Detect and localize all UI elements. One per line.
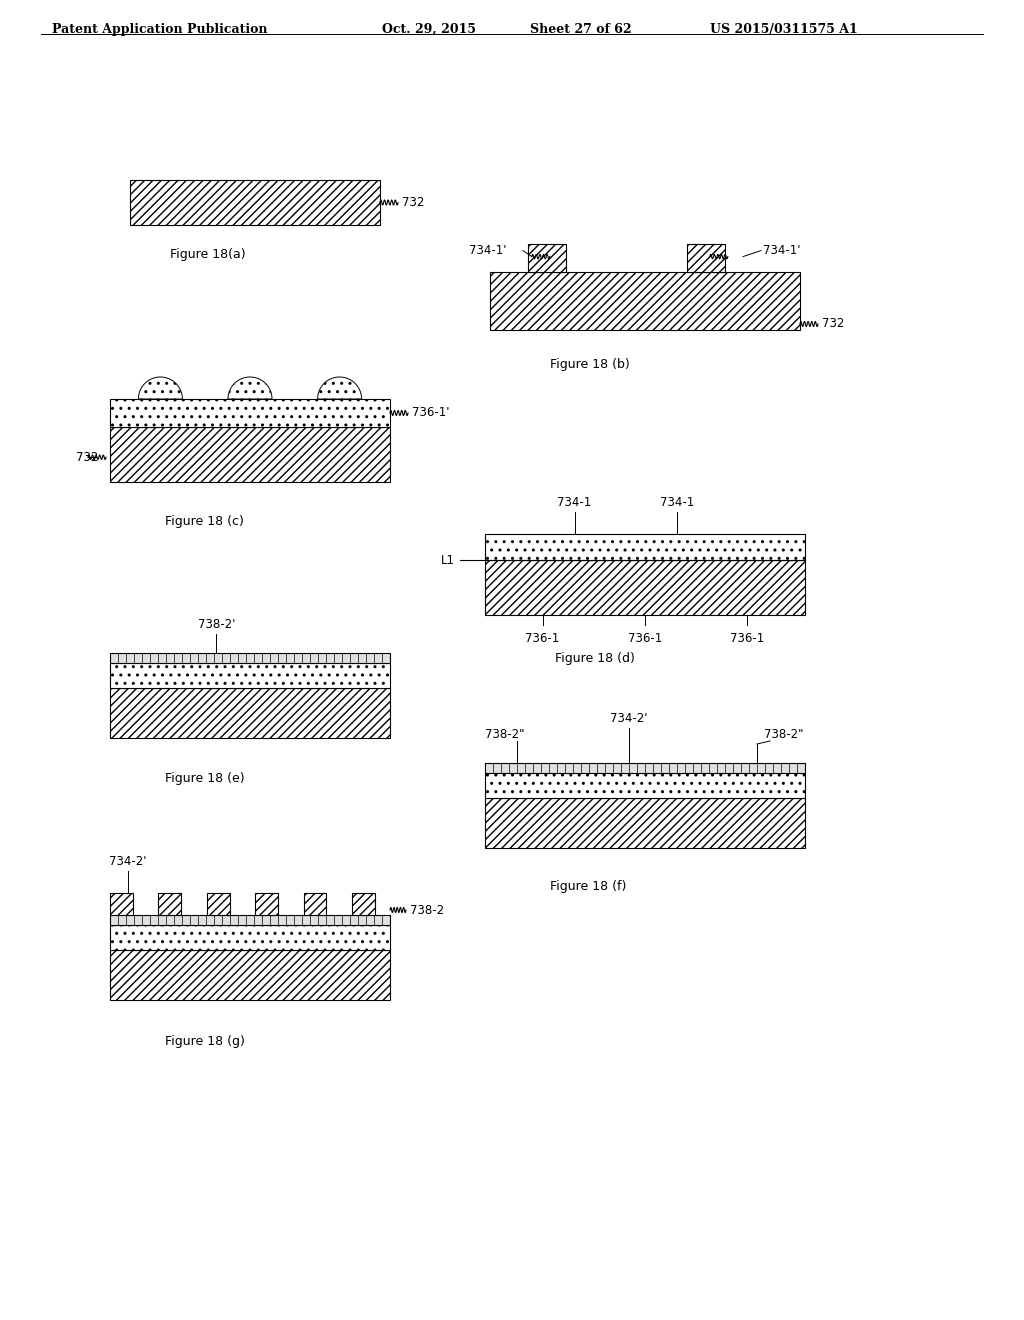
Bar [110,915,390,925]
Text: 734-1': 734-1' [469,244,506,257]
Text: US 2015/0311575 A1: US 2015/0311575 A1 [710,22,858,36]
Bar [303,894,327,915]
Text: 738-2": 738-2" [485,729,524,741]
Polygon shape [228,378,272,399]
Text: 736-1: 736-1 [730,632,765,645]
Bar [485,763,805,774]
Text: 732: 732 [822,318,845,330]
Polygon shape [317,378,361,399]
Text: Sheet 27 of 62: Sheet 27 of 62 [530,22,632,36]
Text: 734-1': 734-1' [763,244,801,257]
Bar [110,894,133,915]
Bar [110,925,390,950]
Text: 732: 732 [76,450,98,463]
Bar [110,653,390,663]
Bar [485,799,805,847]
Bar [528,244,566,272]
Bar [130,180,380,224]
Text: 734-2': 734-2' [110,855,146,869]
Bar [485,774,805,799]
Text: Figure 18(a): Figure 18(a) [170,248,246,261]
Bar [687,244,725,272]
Text: 734-1: 734-1 [659,496,694,510]
Text: Figure 18 (d): Figure 18 (d) [555,652,635,665]
Bar [110,426,390,482]
Text: 736-1: 736-1 [525,632,560,645]
Text: Figure 18 (g): Figure 18 (g) [165,1035,245,1048]
Text: Patent Application Publication: Patent Application Publication [52,22,267,36]
Text: 734-1: 734-1 [557,496,592,510]
Bar [110,950,390,1001]
Text: 738-2': 738-2' [198,618,236,631]
Text: 736-1: 736-1 [628,632,663,645]
Text: 736-1': 736-1' [412,407,450,420]
Polygon shape [138,378,182,399]
Text: L1: L1 [441,553,455,566]
Text: Oct. 29, 2015: Oct. 29, 2015 [382,22,476,36]
Text: 734-2': 734-2' [610,711,648,725]
Bar [159,894,181,915]
Bar [110,399,390,426]
Bar [110,663,390,688]
Text: 732: 732 [402,195,424,209]
Bar [207,894,229,915]
Bar [352,894,375,915]
Text: Figure 18 (b): Figure 18 (b) [550,358,630,371]
Text: 738-2": 738-2" [764,729,803,741]
Bar [255,894,278,915]
Text: 738-2: 738-2 [410,903,444,916]
Bar [110,688,390,738]
Bar [485,535,805,560]
Bar [485,560,805,615]
Text: Figure 18 (f): Figure 18 (f) [550,880,627,894]
Bar [490,272,800,330]
Text: Figure 18 (e): Figure 18 (e) [165,772,245,785]
Text: Figure 18 (c): Figure 18 (c) [165,515,244,528]
